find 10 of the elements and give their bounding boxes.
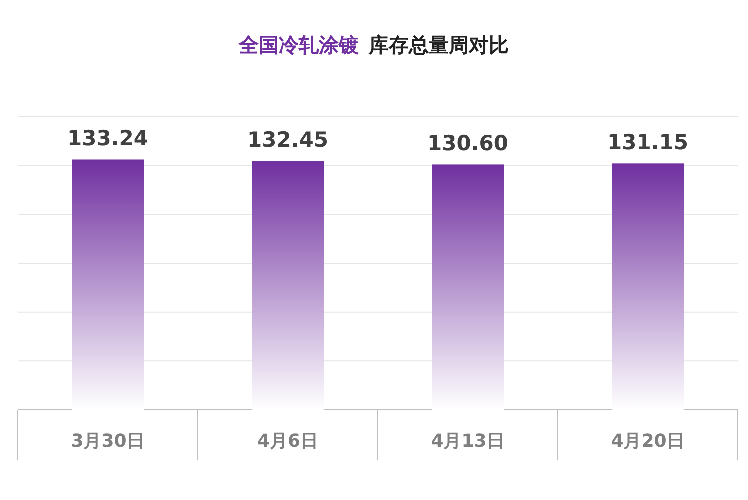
x-tick-label: 4月13日 [431,431,505,452]
chart-subtitle: 库存总量周对比 [368,33,509,57]
chart-title: 全国冷轧涂镀 [238,33,360,57]
x-tick-label: 4月6日 [257,431,319,452]
x-tick-label: 4月20日 [611,431,685,452]
data-label: 132.45 [247,128,329,152]
data-label: 133.24 [67,126,149,151]
x-tick-label: 3月30日 [71,431,145,452]
data-label: 130.60 [427,132,509,156]
data-label: 131.15 [607,130,689,155]
